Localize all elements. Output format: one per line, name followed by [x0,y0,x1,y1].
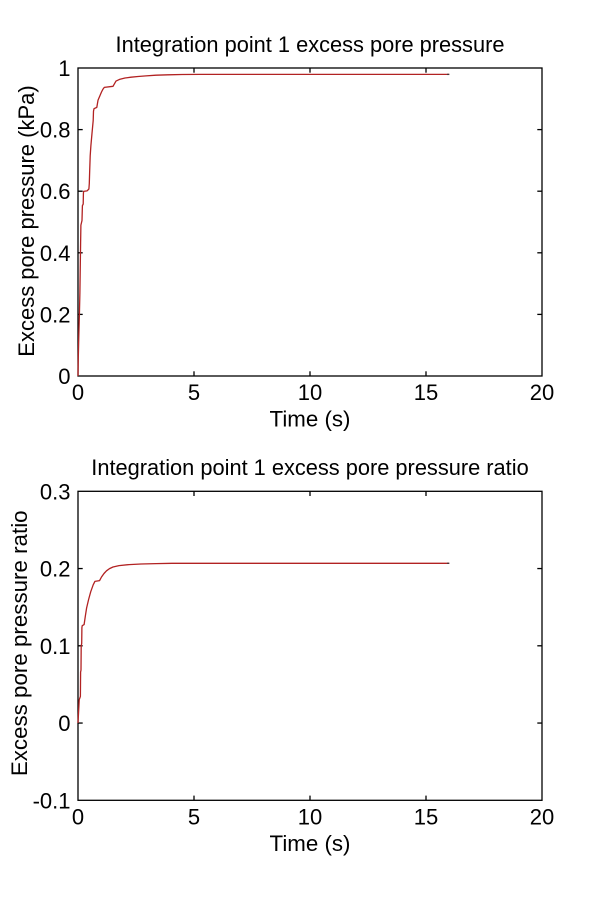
svg-text:Integration point 1 excess por: Integration point 1 excess pore pressure [116,32,505,57]
svg-text:0: 0 [58,711,70,736]
svg-text:15: 15 [414,805,438,830]
svg-text:0: 0 [58,364,70,389]
svg-text:1: 1 [58,56,70,81]
svg-text:10: 10 [298,380,322,405]
svg-text:0: 0 [72,805,84,830]
svg-text:0.3: 0.3 [40,479,71,504]
svg-text:20: 20 [530,380,554,405]
svg-text:0.1: 0.1 [40,634,71,659]
svg-text:Excess pore pressure (kPa): Excess pore pressure (kPa) [14,85,39,356]
svg-text:Integration point 1 excess por: Integration point 1 excess pore pressure… [91,455,528,480]
svg-text:20: 20 [530,805,554,830]
svg-text:0.4: 0.4 [40,241,71,266]
svg-text:-0.1: -0.1 [33,788,71,813]
svg-text:0.6: 0.6 [40,179,71,204]
svg-text:0.2: 0.2 [40,557,71,582]
svg-text:0.8: 0.8 [40,118,71,143]
svg-text:10: 10 [298,805,322,830]
svg-text:15: 15 [414,380,438,405]
svg-text:0.2: 0.2 [40,302,71,327]
svg-text:Excess pore pressure ratio: Excess pore pressure ratio [7,510,32,776]
svg-text:5: 5 [188,380,200,405]
svg-text:Time (s): Time (s) [270,407,351,432]
svg-text:5: 5 [188,805,200,830]
svg-text:Time (s): Time (s) [270,831,351,856]
svg-text:0: 0 [72,380,84,405]
